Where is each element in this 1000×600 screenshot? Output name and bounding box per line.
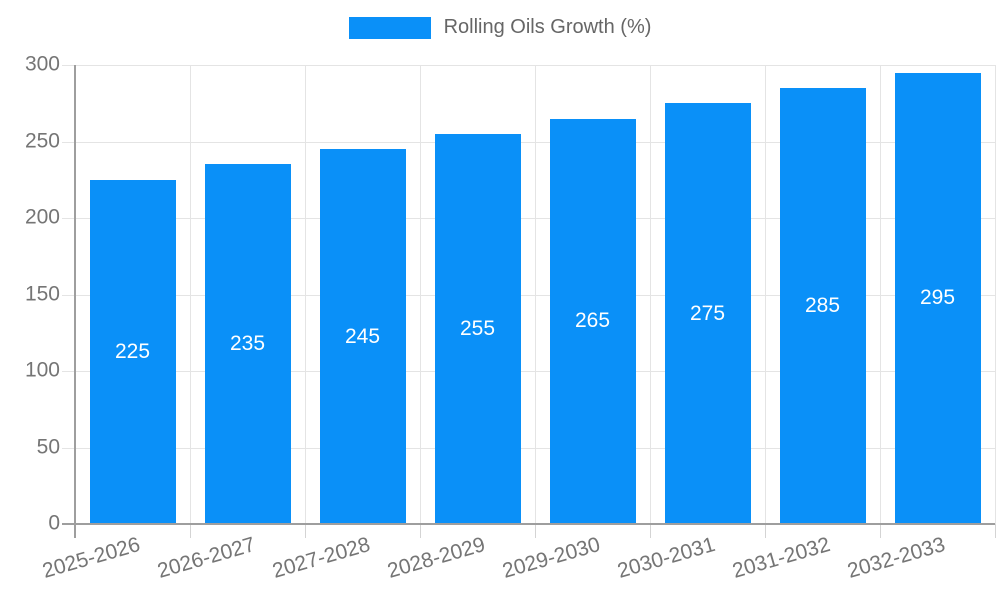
y-gridline [62,294,995,296]
bar-value-label: 275 [689,301,726,325]
y-axis-line [74,65,76,538]
bar-value-label: 225 [114,339,151,363]
bar[interactable] [319,149,406,524]
x-gridline [765,65,766,524]
bar[interactable] [89,179,176,524]
legend[interactable]: Rolling Oils Growth (%) [0,16,1000,39]
x-axis-tick [650,524,651,538]
y-gridline [62,218,995,219]
x-axis-tick-label: 2025-2026 [39,533,143,583]
x-gridline [305,65,306,524]
y-axis-tick-label: 150 [24,282,60,306]
y-gridline [62,65,995,66]
x-axis-tick-label: 2030-2031 [614,533,718,583]
x-gridline [995,65,996,524]
bar[interactable] [204,164,291,524]
bar[interactable] [434,133,521,524]
y-axis-tick-label: 100 [24,358,60,382]
y-gridline [62,141,995,143]
bar[interactable] [894,72,981,524]
x-axis-tick-label: 2028-2029 [384,533,488,583]
y-axis-tick-label: 250 [24,129,60,153]
y-axis-tick-label: 0 [48,511,60,535]
x-axis-tick [765,524,766,538]
y-axis-tick-label: 200 [24,205,60,229]
x-axis-tick-label: 2026-2027 [154,533,258,583]
x-axis-line [62,523,995,525]
x-axis-tick [420,524,421,538]
x-axis-tick [535,524,536,538]
x-axis-tick-label: 2029-2030 [499,533,603,583]
bar[interactable] [664,103,751,524]
x-gridline [650,65,651,524]
y-gridline [62,371,995,372]
bar[interactable] [549,118,636,524]
x-gridline [880,65,881,524]
y-axis-tick-label: 50 [36,435,60,459]
bar-value-label: 235 [229,332,266,356]
bar-value-label: 295 [919,286,956,310]
x-axis-tick-label: 2027-2028 [269,533,373,583]
x-axis-tick [995,524,996,538]
bar-value-label: 285 [804,293,841,317]
x-gridline [420,65,421,524]
x-axis-tick-label: 2031-2032 [729,533,833,583]
x-gridline [535,65,536,524]
x-gridline [190,65,191,524]
y-gridline [62,447,995,449]
bar-value-label: 245 [344,324,381,348]
bar-value-label: 255 [459,316,496,340]
legend-swatch [348,16,431,39]
x-axis-tick [305,524,306,538]
x-axis-tick [190,524,191,538]
legend-label: Rolling Oils Growth (%) [443,16,652,38]
x-axis-tick [880,524,881,538]
bar-value-label: 265 [574,309,611,333]
x-axis-tick-label: 2032-2033 [844,533,948,583]
bar[interactable] [779,87,866,524]
y-axis-tick-label: 300 [24,52,60,76]
